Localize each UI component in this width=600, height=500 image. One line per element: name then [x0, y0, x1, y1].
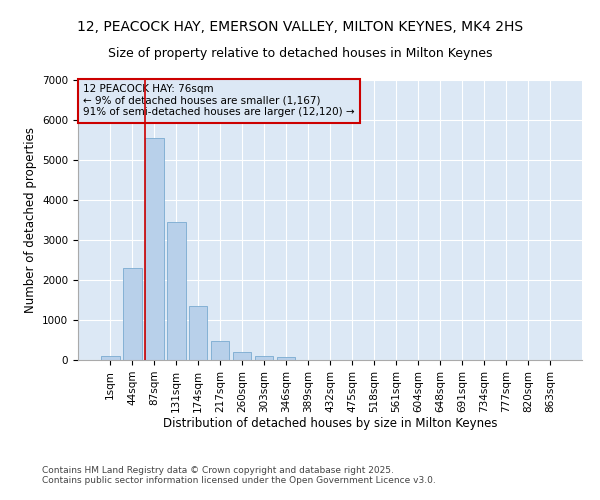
- Bar: [101, 356, 119, 360]
- Bar: [145, 138, 164, 360]
- Bar: [189, 306, 208, 360]
- Bar: [167, 222, 185, 360]
- Text: 12, PEACOCK HAY, EMERSON VALLEY, MILTON KEYNES, MK4 2HS: 12, PEACOCK HAY, EMERSON VALLEY, MILTON …: [77, 20, 523, 34]
- Bar: [211, 341, 229, 360]
- Bar: [277, 357, 295, 360]
- Y-axis label: Number of detached properties: Number of detached properties: [23, 127, 37, 313]
- Bar: [255, 356, 274, 360]
- Bar: [233, 352, 251, 360]
- Text: Contains HM Land Registry data © Crown copyright and database right 2025.
Contai: Contains HM Land Registry data © Crown c…: [42, 466, 436, 485]
- Bar: [123, 268, 142, 360]
- X-axis label: Distribution of detached houses by size in Milton Keynes: Distribution of detached houses by size …: [163, 418, 497, 430]
- Text: Size of property relative to detached houses in Milton Keynes: Size of property relative to detached ho…: [108, 48, 492, 60]
- Text: 12 PEACOCK HAY: 76sqm
← 9% of detached houses are smaller (1,167)
91% of semi-de: 12 PEACOCK HAY: 76sqm ← 9% of detached h…: [83, 84, 355, 117]
